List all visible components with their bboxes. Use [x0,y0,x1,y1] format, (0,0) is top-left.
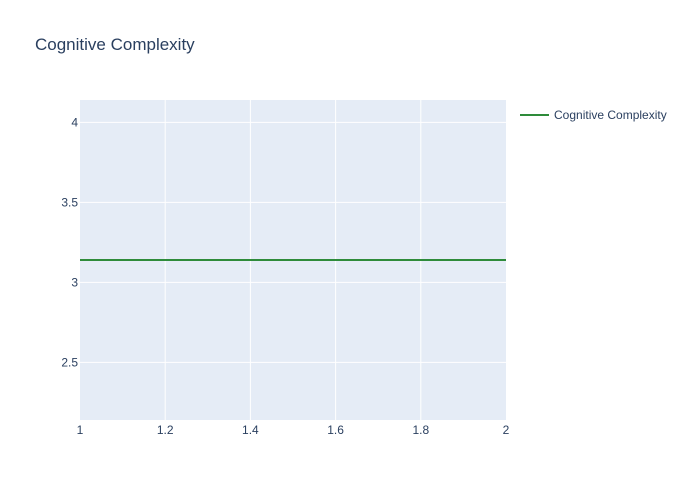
x-tick-label: 1 [77,423,84,437]
y-tick-label: 4 [71,115,78,129]
x-tick-label: 1.8 [412,423,429,437]
chart-title: Cognitive Complexity [35,35,195,54]
x-tick-label: 2 [503,423,510,437]
legend[interactable]: Cognitive Complexity [520,108,667,122]
y-tick-label: 3.5 [61,195,78,209]
y-tick-label: 2.5 [61,355,78,369]
y-tick-label: 3 [71,275,78,289]
x-tick-label: 1.4 [242,423,259,437]
x-tick-label: 1.2 [157,423,174,437]
tick-labels: 1 1.2 1.4 1.6 1.8 2 2.5 3 3.5 4 [61,115,509,437]
x-tick-label: 1.6 [327,423,344,437]
legend-label: Cognitive Complexity [554,108,667,122]
